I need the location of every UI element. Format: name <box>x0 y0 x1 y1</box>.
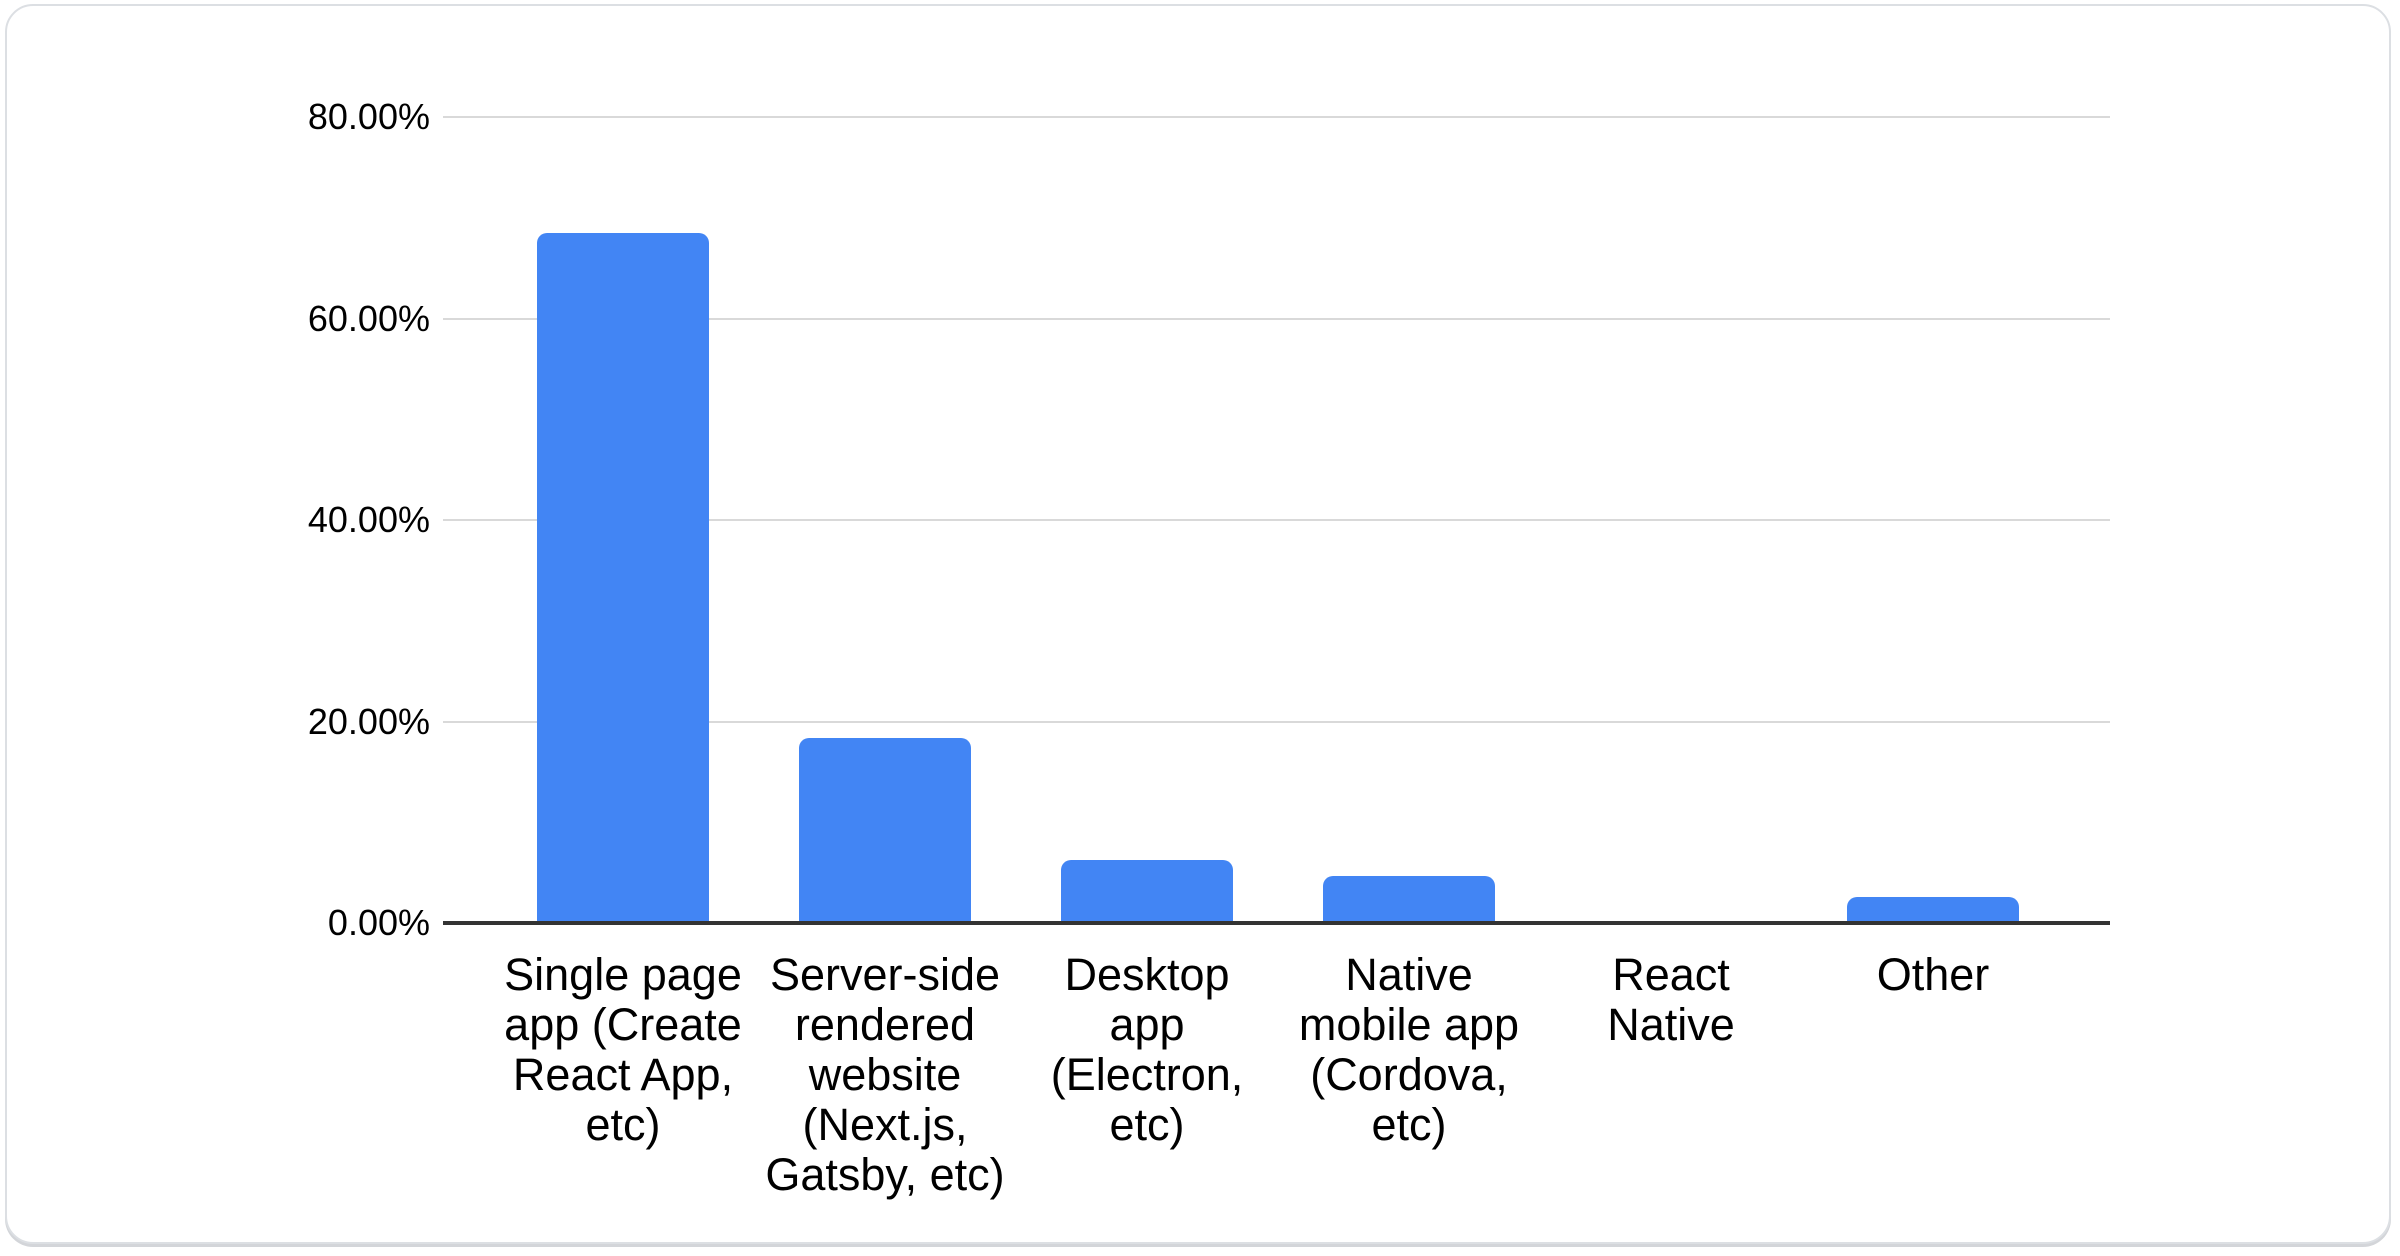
x-axis-category-label: Other <box>1876 949 1990 1000</box>
x-axis-category-label: Desktop app (Electron, etc) <box>1050 949 1244 1150</box>
bar[interactable] <box>1061 860 1233 923</box>
bar[interactable] <box>1323 876 1495 923</box>
y-axis-tick-label: 0.00% <box>327 902 430 943</box>
x-axis-category-label: Single page app (Create React App, etc) <box>504 949 742 1150</box>
chart-card <box>5 4 2391 1244</box>
gridline <box>443 720 2110 723</box>
y-axis-tick-label: 20.00% <box>307 700 430 742</box>
x-axis-category-label: Server-side rendered website (Next.js, G… <box>765 949 1005 1200</box>
gridline <box>443 317 2110 320</box>
x-axis-line <box>443 921 2110 925</box>
gridline <box>443 519 2110 521</box>
y-axis-tick-label: 80.00% <box>307 96 430 137</box>
gridline <box>443 116 2110 118</box>
bar[interactable] <box>1847 897 2019 923</box>
bar[interactable] <box>537 233 709 923</box>
x-axis-category-label: Native mobile app (Cordova, etc) <box>1298 949 1520 1150</box>
x-axis-category-label: React Native <box>1607 949 1735 1050</box>
y-axis-tick-label: 40.00% <box>307 499 430 540</box>
bar[interactable] <box>799 738 971 923</box>
y-axis-tick-label: 60.00% <box>307 297 430 339</box>
